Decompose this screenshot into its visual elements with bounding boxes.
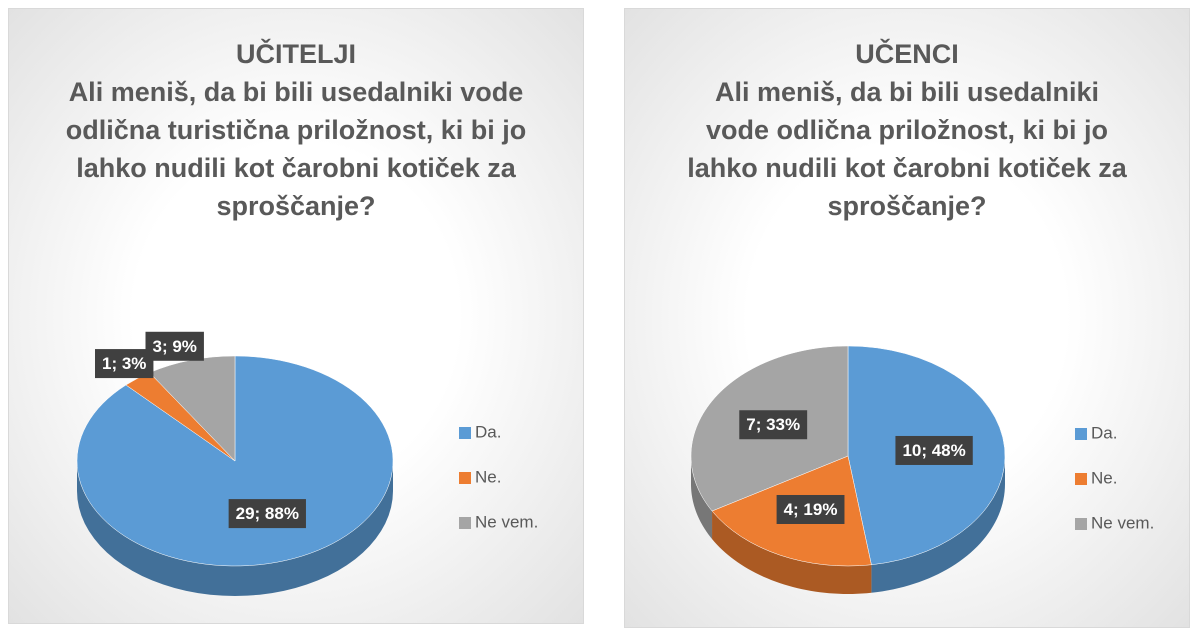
data-label-box: [228, 499, 306, 529]
legend-label: Ne.: [475, 467, 501, 486]
chart-subtitle: Ali meniš, da bi bili usedalniki vode od…: [65, 77, 527, 221]
chart-title-block: UČENCI Ali meniš, da bi bili usedalniki v…: [687, 35, 1127, 225]
data-label-box: [739, 410, 808, 440]
legend-swatch: [1075, 473, 1087, 485]
data-label: 1; 3%: [102, 354, 146, 373]
data-label: 10; 48%: [902, 441, 965, 460]
data-label: 4; 19%: [784, 500, 838, 519]
legend-label: Ne vem.: [475, 512, 538, 531]
data-labels: 29; 88% 1; 3% 3; 9%: [95, 331, 306, 529]
pie-sides: [77, 461, 393, 596]
data-label: 7; 33%: [746, 415, 800, 434]
slice-side: [77, 461, 393, 596]
legend-swatch: [1075, 428, 1087, 440]
chart: 10; 48% 4; 19% 7; 33% Da. Ne. Ne vem.: [690, 345, 1154, 594]
data-label-box: [776, 494, 845, 524]
data-label-box: [145, 331, 204, 361]
chart: 29; 88% 1; 3% 3; 9% Da. Ne. Ne vem.: [76, 331, 538, 596]
legend-label: Ne vem.: [1091, 513, 1154, 532]
legend-swatch: [459, 427, 471, 439]
pie-top: [76, 355, 394, 567]
legend-swatch: [1075, 518, 1087, 530]
legend-swatch: [459, 517, 471, 529]
data-label: 3; 9%: [153, 337, 197, 356]
data-label-box: [95, 349, 154, 379]
chart-title: UČENCI: [855, 39, 959, 69]
slice-side: [691, 456, 713, 539]
data-label: 29; 88%: [236, 504, 299, 523]
data-labels: 10; 48% 4; 19% 7; 33%: [739, 410, 973, 524]
data-label-box: [895, 435, 973, 465]
chart-panel: UČITELJI Ali meniš, da bi bili usedalniki…: [8, 8, 584, 624]
chart-title-block: UČITELJI Ali meniš, da bi bili usedalniki…: [61, 35, 531, 225]
legend-label: Ne.: [1091, 468, 1117, 487]
chart-title: UČITELJI: [235, 39, 356, 69]
chart-subtitle: Ali meniš, da bi bili usedalniki vode od…: [687, 77, 1127, 221]
legend-label: Da.: [1091, 423, 1117, 442]
legend-swatch: [459, 472, 471, 484]
legend-label: Da.: [475, 422, 501, 441]
chart-panel: UČENCI Ali meniš, da bi bili usedalniki v…: [624, 8, 1190, 628]
slice-side: [712, 511, 872, 594]
